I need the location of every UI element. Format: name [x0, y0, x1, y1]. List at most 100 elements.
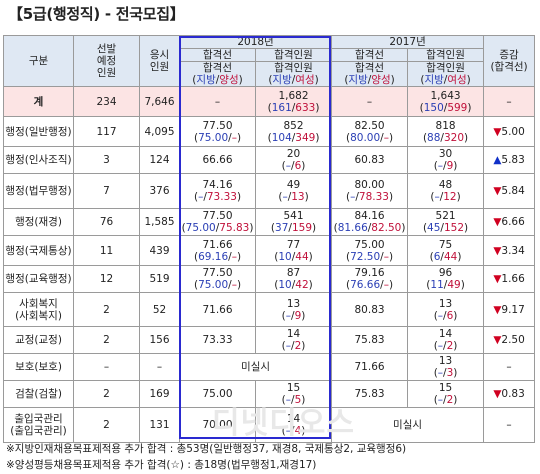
header-applicants-line: 인원	[149, 61, 170, 73]
header-change-line: (합격선)	[490, 61, 528, 73]
passers-2018: 852 (104/349)	[255, 116, 333, 147]
passers-2018-sub: (37/159)	[270, 222, 317, 234]
cutoff-2017: 75.83	[331, 326, 409, 354]
passers-2017: 96 (11/49)	[407, 265, 485, 293]
cutoff-2018-main: 71.66	[202, 303, 233, 316]
row-applicants: 439	[139, 235, 181, 266]
cutoff-2018-main: 66.66	[202, 154, 233, 166]
triangle-down-icon: ▼	[493, 303, 502, 316]
passers-2017: 521 (45/152)	[407, 208, 485, 236]
cutoff-2018-main: 77.50	[202, 119, 233, 132]
passers-2017-female: 320	[443, 131, 465, 144]
passers-2018-regional: –	[282, 191, 288, 203]
passers-2018-main: 20	[286, 148, 301, 160]
passers-2017-female: 6	[446, 309, 454, 322]
cutoff-2017-regional: –	[350, 191, 356, 203]
total-passers-2018: 1,682 (161/633)	[255, 86, 333, 117]
passers-2018: 20 (–/6)	[255, 146, 333, 174]
total-passers-2018-regional: 161	[271, 101, 292, 114]
passers-2018-female: 5	[294, 394, 302, 406]
cutoff-2017-sub: (72.50/–)	[345, 250, 394, 263]
passers-2018-regional: –	[285, 309, 292, 322]
passers-2018-female: 159	[291, 222, 312, 234]
passers-2018-main: 852	[283, 119, 304, 132]
cutoff-2018-female: 73.33	[206, 191, 237, 203]
row-change: ▼3.34	[483, 235, 536, 266]
row-applicants: 376	[139, 173, 181, 209]
total-applicants: 7,646	[139, 86, 181, 117]
total-change: –	[483, 86, 536, 117]
total-passers-2017-female: 599	[447, 101, 468, 114]
row-label-line: 행정(재경)	[15, 216, 62, 228]
legend-regional: 지방	[424, 74, 444, 86]
total-cutoff-2018: –	[179, 86, 257, 117]
row-change: –	[483, 353, 536, 381]
cutoff-2018-sub: (75.00/–)	[193, 279, 242, 291]
header-2017: 2017년	[331, 35, 485, 49]
row-applicants: 52	[139, 292, 181, 327]
passers-2017: 13 (–/3)	[407, 353, 485, 381]
row-planned: –	[72, 353, 141, 381]
header-change-line: 증감	[499, 49, 519, 61]
row-label: 행정(인사조직)	[3, 146, 74, 174]
total-passers-2017: 1,643 (150/599)	[407, 86, 485, 117]
cutoff-2018: 73.33	[179, 326, 257, 354]
passers-2017-main: 75	[438, 238, 453, 251]
cutoff-2018-female: 75.83	[219, 222, 250, 234]
row-planned: 2	[72, 380, 141, 408]
passers-2017-female: 2	[446, 340, 454, 352]
header-cutoff-2017: 합격선	[331, 48, 409, 62]
passers-2017-main: 15	[438, 382, 453, 394]
passers-2018: 541 (37/159)	[255, 208, 333, 236]
passers-2017-main: 30	[438, 148, 453, 160]
row-applicants: 519	[139, 265, 181, 293]
cutoff-2018-main: 77.50	[202, 210, 233, 222]
row-change-value: 5.84	[501, 185, 525, 197]
passers-2017-regional: –	[437, 160, 444, 172]
triangle-up-icon: ▲	[493, 154, 502, 166]
cutoff-2018-female: –	[231, 131, 237, 144]
cutoff-2018-sub: (75.00/75.83)	[181, 222, 254, 234]
passers-2018-female: 13	[291, 191, 305, 203]
table-row: 검찰(검찰) 2 169 75.00 15 (–/5) 75.83 15 (–/2) ▼0.83	[3, 380, 536, 408]
row-change-value: –	[506, 361, 512, 373]
cutoff-2017-main: 75.83	[354, 334, 385, 346]
cutoff-2017-female: –	[383, 279, 389, 291]
cutoff-2017-female: 78.33	[358, 191, 389, 203]
header-change: 증감 (합격선)	[483, 35, 536, 87]
passers-2018-main: 14	[286, 413, 301, 425]
header-passers-2017: 합격인원	[407, 48, 485, 62]
watermark: 디넷디오스	[212, 406, 355, 441]
cutoff-2017-regional: 80.00	[350, 131, 381, 144]
row-planned: 2	[72, 292, 141, 327]
header-2018: 2018년	[179, 35, 333, 49]
passers-2018-sub: (–/13)	[278, 191, 309, 203]
triangle-down-icon: ▼	[493, 273, 502, 285]
row-applicants: 1,585	[139, 208, 181, 236]
passers-2017-female: 3	[446, 367, 454, 379]
passers-2017: 13 (–/6)	[407, 292, 485, 327]
passers-2017-main: 48	[438, 179, 453, 191]
passers-2017-main: 13	[438, 355, 453, 367]
cutoff-2018: 77.50 (75.00/–)	[179, 116, 257, 147]
passers-2017-sub: (45/152)	[422, 222, 469, 234]
row-label: 행정(국제통상)	[3, 235, 74, 266]
passers-2018-female: 44	[295, 250, 309, 263]
table-row: 사회복지 (사회복지) 2 52 71.66 13 (–/9) 80.83 13 (–/6) ▼9.…	[3, 292, 536, 327]
row-planned: 3	[72, 146, 141, 174]
total-cutoff-2017: –	[331, 86, 409, 117]
cutoff-2017-main: 80.83	[354, 303, 385, 316]
cutoff-2018-regional: –	[198, 191, 204, 203]
passers-2017: 15 (–/2)	[407, 380, 485, 408]
passers-2018-sub: (–/2)	[281, 340, 306, 352]
passers-2018-female: 2	[294, 340, 302, 352]
row-change-value: –	[506, 419, 512, 431]
passers-2017-main: 521	[435, 210, 456, 222]
legend-gender: 여성	[295, 74, 315, 86]
row-change-value: 0.83	[501, 388, 525, 400]
cutoff-2017-sub: (76.66/–)	[345, 279, 394, 291]
passers-2018-regional: 10	[278, 250, 292, 263]
row-change-value: 5.00	[501, 125, 525, 138]
cutoff-2017-regional: 81.66	[337, 222, 368, 234]
row-applicants: 156	[139, 326, 181, 354]
